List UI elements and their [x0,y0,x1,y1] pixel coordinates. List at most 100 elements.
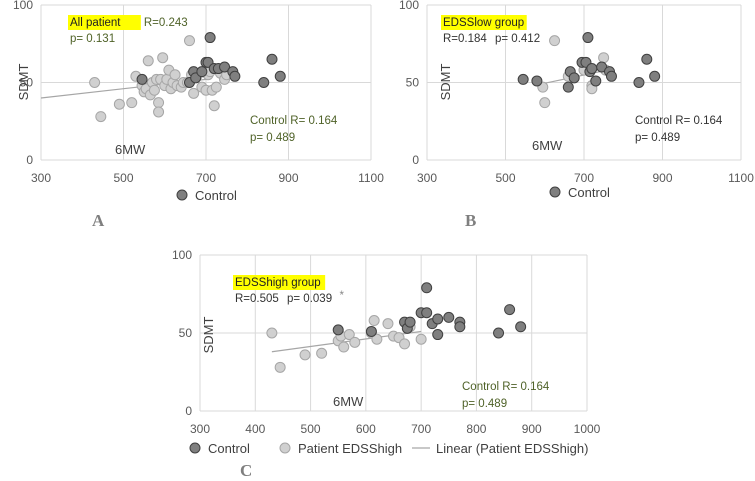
y-tick-label: 0 [185,404,192,418]
y-axis-label: SDMT [16,64,31,101]
patient-point [188,87,200,99]
patient-point [549,35,561,47]
stat-r: R=0.184 [443,33,487,45]
control-point [531,75,543,87]
group-label: EDSShigh group [235,277,321,289]
control-point [204,32,216,44]
legend-entry: Control [568,185,610,200]
control-point [136,73,148,85]
y-tick-label: 100 [399,0,419,12]
x-axis-label: 6MW [333,394,364,409]
x-tick-label: 500 [113,171,133,185]
patient-point [126,97,138,109]
y-tick-label: 50 [179,326,193,340]
control-point [219,61,231,73]
patient-point [598,52,610,64]
group-highlight [441,15,527,30]
control-r: Control R= 0.164 [462,381,550,393]
control-point [633,77,645,88]
control-point [365,325,377,337]
control-p: p= 0.489 [635,132,680,144]
control-point [562,81,574,93]
patient-point [539,97,551,109]
stat-r: R=0.505 [235,293,279,305]
patient-point [316,347,328,359]
control-point [432,329,444,341]
x-tick-label: 500 [495,171,515,185]
legend-entry: Control [195,188,237,203]
control-point [404,316,416,328]
patient-point [368,315,380,327]
x-tick-label: 900 [278,171,298,185]
y-tick-label: 0 [26,153,33,167]
x-tick-label: 1100 [728,171,754,185]
stat-p: p= 0.131 [70,33,115,45]
control-point [493,327,505,339]
control-point [517,73,529,85]
control-point [515,321,527,333]
x-tick-label: 500 [301,422,321,436]
y-axis-label: SDMT [438,64,453,101]
control-r: Control R= 0.164 [635,115,723,127]
panel-label: B [465,211,476,230]
control-point [568,72,580,84]
control-point [421,282,433,294]
x-tick-label: 300 [31,171,51,185]
x-tick-label: 1100 [358,171,384,185]
control-point [274,70,286,82]
patient-point [169,69,181,81]
patient-point [89,77,101,88]
patient-point [274,361,286,373]
patient-point [382,318,394,330]
x-tick-label: 700 [411,422,431,436]
legend-control-marker [549,186,561,198]
control-point [582,32,594,44]
control-p: p= 0.489 [462,398,507,410]
patient-point [349,336,361,348]
y-tick-label: 100 [13,0,33,12]
patient-point [157,52,169,64]
patient-point [399,338,411,350]
x-tick-label: 300 [417,171,437,185]
x-tick-label: 900 [522,422,542,436]
y-tick-label: 50 [406,76,420,90]
control-point [258,77,270,88]
patient-point [184,35,195,47]
x-tick-label: 700 [196,171,216,185]
group-label: EDSSlow group [443,17,524,29]
x-tick-label: 600 [356,422,376,436]
control-point [443,311,455,323]
y-tick-label: 100 [172,248,192,262]
control-p: p= 0.489 [250,132,295,144]
control-point [641,53,653,65]
control-point [649,70,661,82]
control-point [586,63,598,75]
control-point [504,304,516,316]
legend-patient-marker [279,442,291,454]
x-tick-label: 1000 [574,422,601,436]
control-r: Control R= 0.164 [250,115,338,127]
patient-point [338,341,350,353]
patient-point [343,329,355,341]
x-tick-label: 900 [652,171,672,185]
patient-point [208,100,220,112]
patient-point [266,327,278,339]
x-tick-label: 300 [190,422,210,436]
control-point [196,66,208,78]
control-point [421,307,433,319]
group-highlight [68,15,141,30]
x-tick-label: 400 [245,422,265,436]
patient-point [148,84,160,96]
stat-p: p= 0.039 [287,293,332,305]
patient-point [95,111,107,123]
control-point [332,324,344,336]
group-label: All patient [70,17,121,29]
control-point [605,70,617,82]
legend-control-marker [176,189,188,201]
control-point [432,313,444,325]
legend-entry: Linear (Patient EDSShigh) [436,441,588,456]
legend-entry: Control [208,441,250,456]
legend-entry: Patient EDSShigh [298,441,402,456]
panel-label: C [240,461,252,480]
